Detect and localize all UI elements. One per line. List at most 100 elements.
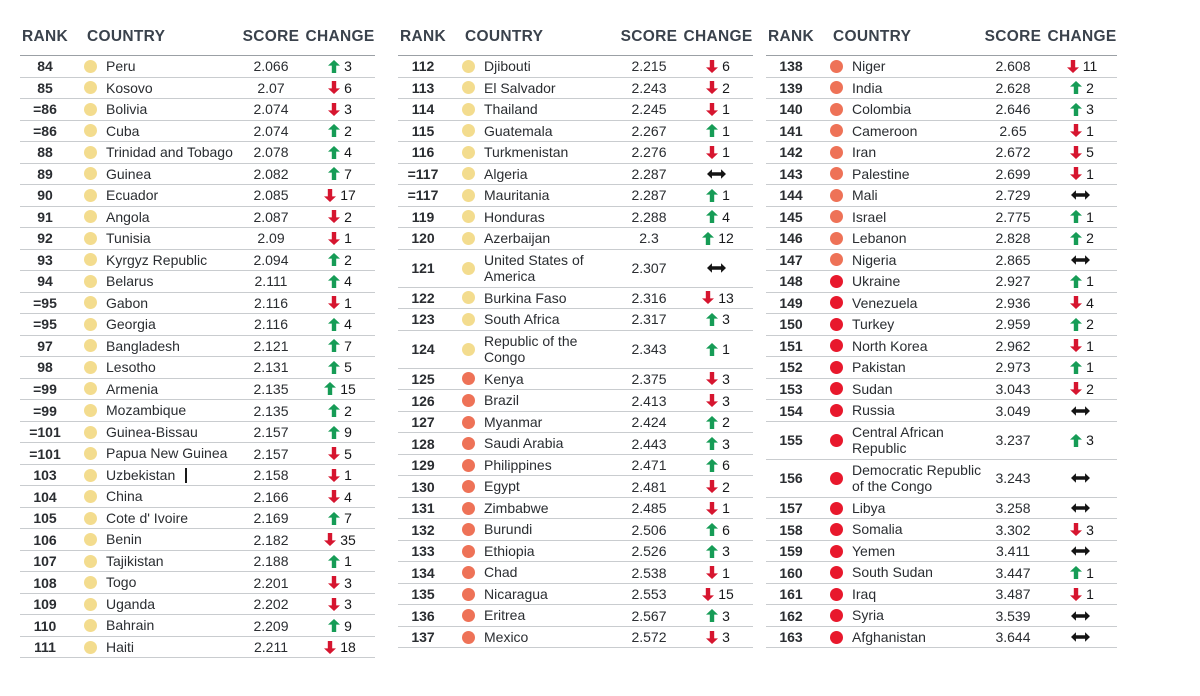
left-right-arrow-icon	[1070, 405, 1090, 416]
down-arrow-icon	[1070, 587, 1083, 601]
change-value: 2	[344, 251, 352, 268]
country-cell: Armenia	[70, 381, 237, 398]
up-arrow-icon	[706, 210, 719, 224]
score-band-dot	[84, 468, 97, 482]
table-row: 111 Haiti 2.211 18	[20, 637, 375, 659]
change-value: 4	[344, 316, 352, 333]
score-band-dot	[830, 587, 843, 601]
country-name: Kenya	[484, 370, 524, 387]
change-cell: 1	[683, 500, 753, 516]
down-arrow-icon	[706, 480, 719, 494]
down-arrow-icon	[706, 566, 719, 580]
change-cell: 9	[305, 618, 375, 634]
country-cell: Cameroon	[816, 123, 979, 140]
change-value: 1	[1086, 165, 1094, 182]
country-name: Peru	[106, 58, 136, 74]
table-row: 154 Russia 3.049	[766, 400, 1117, 422]
country-name: Kyrgyz Republic	[106, 251, 208, 268]
country-name: Mauritania	[484, 187, 550, 204]
country-name: Zimbabwe	[484, 499, 549, 516]
country-name: Cameroon	[852, 122, 918, 139]
country-cell: Turkey	[816, 316, 979, 333]
left-right-arrow-icon	[1070, 546, 1090, 556]
score-band-dot	[462, 145, 475, 159]
rank-value: 135	[411, 586, 435, 603]
country-cell: Iran	[816, 144, 979, 161]
country-cell: United States of America	[448, 252, 615, 285]
change-value: 2	[722, 414, 730, 431]
score-value: 2.287	[631, 165, 667, 182]
rank-value: 153	[779, 380, 803, 397]
score-value: 2.082	[253, 165, 289, 182]
rank-value: 161	[779, 586, 803, 603]
table-row: 116 Turkmenistan 2.276 1	[398, 142, 753, 164]
change-value: 1	[722, 101, 730, 118]
country-name: China	[106, 488, 143, 505]
change-value: 12	[718, 230, 734, 247]
change-cell: 4	[1047, 295, 1117, 311]
rank-value: 151	[779, 337, 803, 354]
table-row: =86 Cuba 2.074 2	[20, 121, 375, 143]
rank-value: 144	[779, 187, 803, 204]
country-name: Ukraine	[852, 273, 901, 290]
table-body: 112 Djibouti 2.215 6 113 El Salvador 2.2	[398, 56, 753, 649]
rank-header: RANK	[399, 28, 446, 45]
table-row: 94 Belarus 2.111 4	[20, 271, 375, 293]
country-cell: Kosovo	[70, 80, 237, 97]
country-name: Ecuador	[106, 187, 159, 204]
country-name: Guinea	[106, 165, 152, 182]
change-value: 1	[1086, 564, 1094, 581]
country-name: Venezuela	[852, 294, 918, 311]
score-value: 2.775	[995, 208, 1031, 225]
rank-value: 104	[33, 488, 57, 505]
table-row: =101 Papua New Guinea 2.157 5	[20, 443, 375, 465]
country-name: Somalia	[852, 521, 903, 538]
score-value: 2.443	[631, 435, 667, 452]
up-arrow-icon	[702, 231, 715, 245]
country-cell: Brazil	[448, 392, 615, 409]
country-cell: Cote d' Ivoire	[70, 510, 237, 527]
table-row: 120 Azerbaijan 2.3 12	[398, 228, 753, 250]
rank-header: RANK	[21, 28, 68, 45]
table-row: 124 Republic of the Congo 2.343 1	[398, 331, 753, 369]
table-row: 144 Mali 2.729	[766, 185, 1117, 207]
table-row: 122 Burkina Faso 2.316 13	[398, 288, 753, 310]
up-arrow-icon	[328, 511, 341, 525]
change-value: 2	[722, 478, 730, 495]
country-header: COUNTRY	[87, 28, 166, 45]
up-arrow-icon	[328, 167, 341, 181]
up-arrow-icon	[1070, 210, 1083, 224]
up-arrow-icon	[328, 425, 341, 439]
change-cell: 3	[683, 543, 753, 559]
country-name: Honduras	[484, 208, 545, 225]
score-value: 2.553	[631, 586, 667, 603]
change-cell	[683, 263, 753, 273]
change-value: 1	[1086, 586, 1094, 603]
score-value: 2.343	[631, 341, 667, 358]
rank-value: 163	[779, 629, 803, 646]
table-row: =99 Armenia 2.135 15	[20, 379, 375, 401]
ranking-table-2: RANK COUNTRY SCORE CHANGE 112 Djibouti 2…	[398, 28, 753, 649]
score-value: 3.644	[995, 629, 1031, 646]
change-cell: 2	[1047, 230, 1117, 246]
change-cell: 3	[683, 608, 753, 624]
country-name: Pakistan	[852, 359, 906, 376]
score-band-dot	[84, 404, 97, 417]
score-band-dot	[830, 59, 843, 73]
country-name: Yemen	[852, 542, 896, 559]
score-band-dot	[84, 81, 97, 95]
country-cell: Philippines	[448, 457, 615, 474]
score-band-dot	[462, 372, 475, 386]
country-name: Uzbekistan	[106, 466, 176, 483]
country-name: Bolivia	[106, 101, 148, 118]
country-cell: Lesotho	[70, 359, 237, 376]
score-band-dot	[830, 231, 843, 245]
score-band-dot	[84, 102, 97, 116]
score-band-dot	[84, 317, 97, 331]
score-band-dot	[462, 394, 475, 407]
rank-value: 145	[779, 208, 803, 225]
peace-index-ranking-page: RANK COUNTRY SCORE CHANGE 84 Peru 2.066 …	[20, 28, 1117, 659]
score-band-dot	[84, 124, 97, 138]
score-value: 2.243	[631, 79, 667, 96]
country-cell: Haiti	[70, 639, 237, 656]
